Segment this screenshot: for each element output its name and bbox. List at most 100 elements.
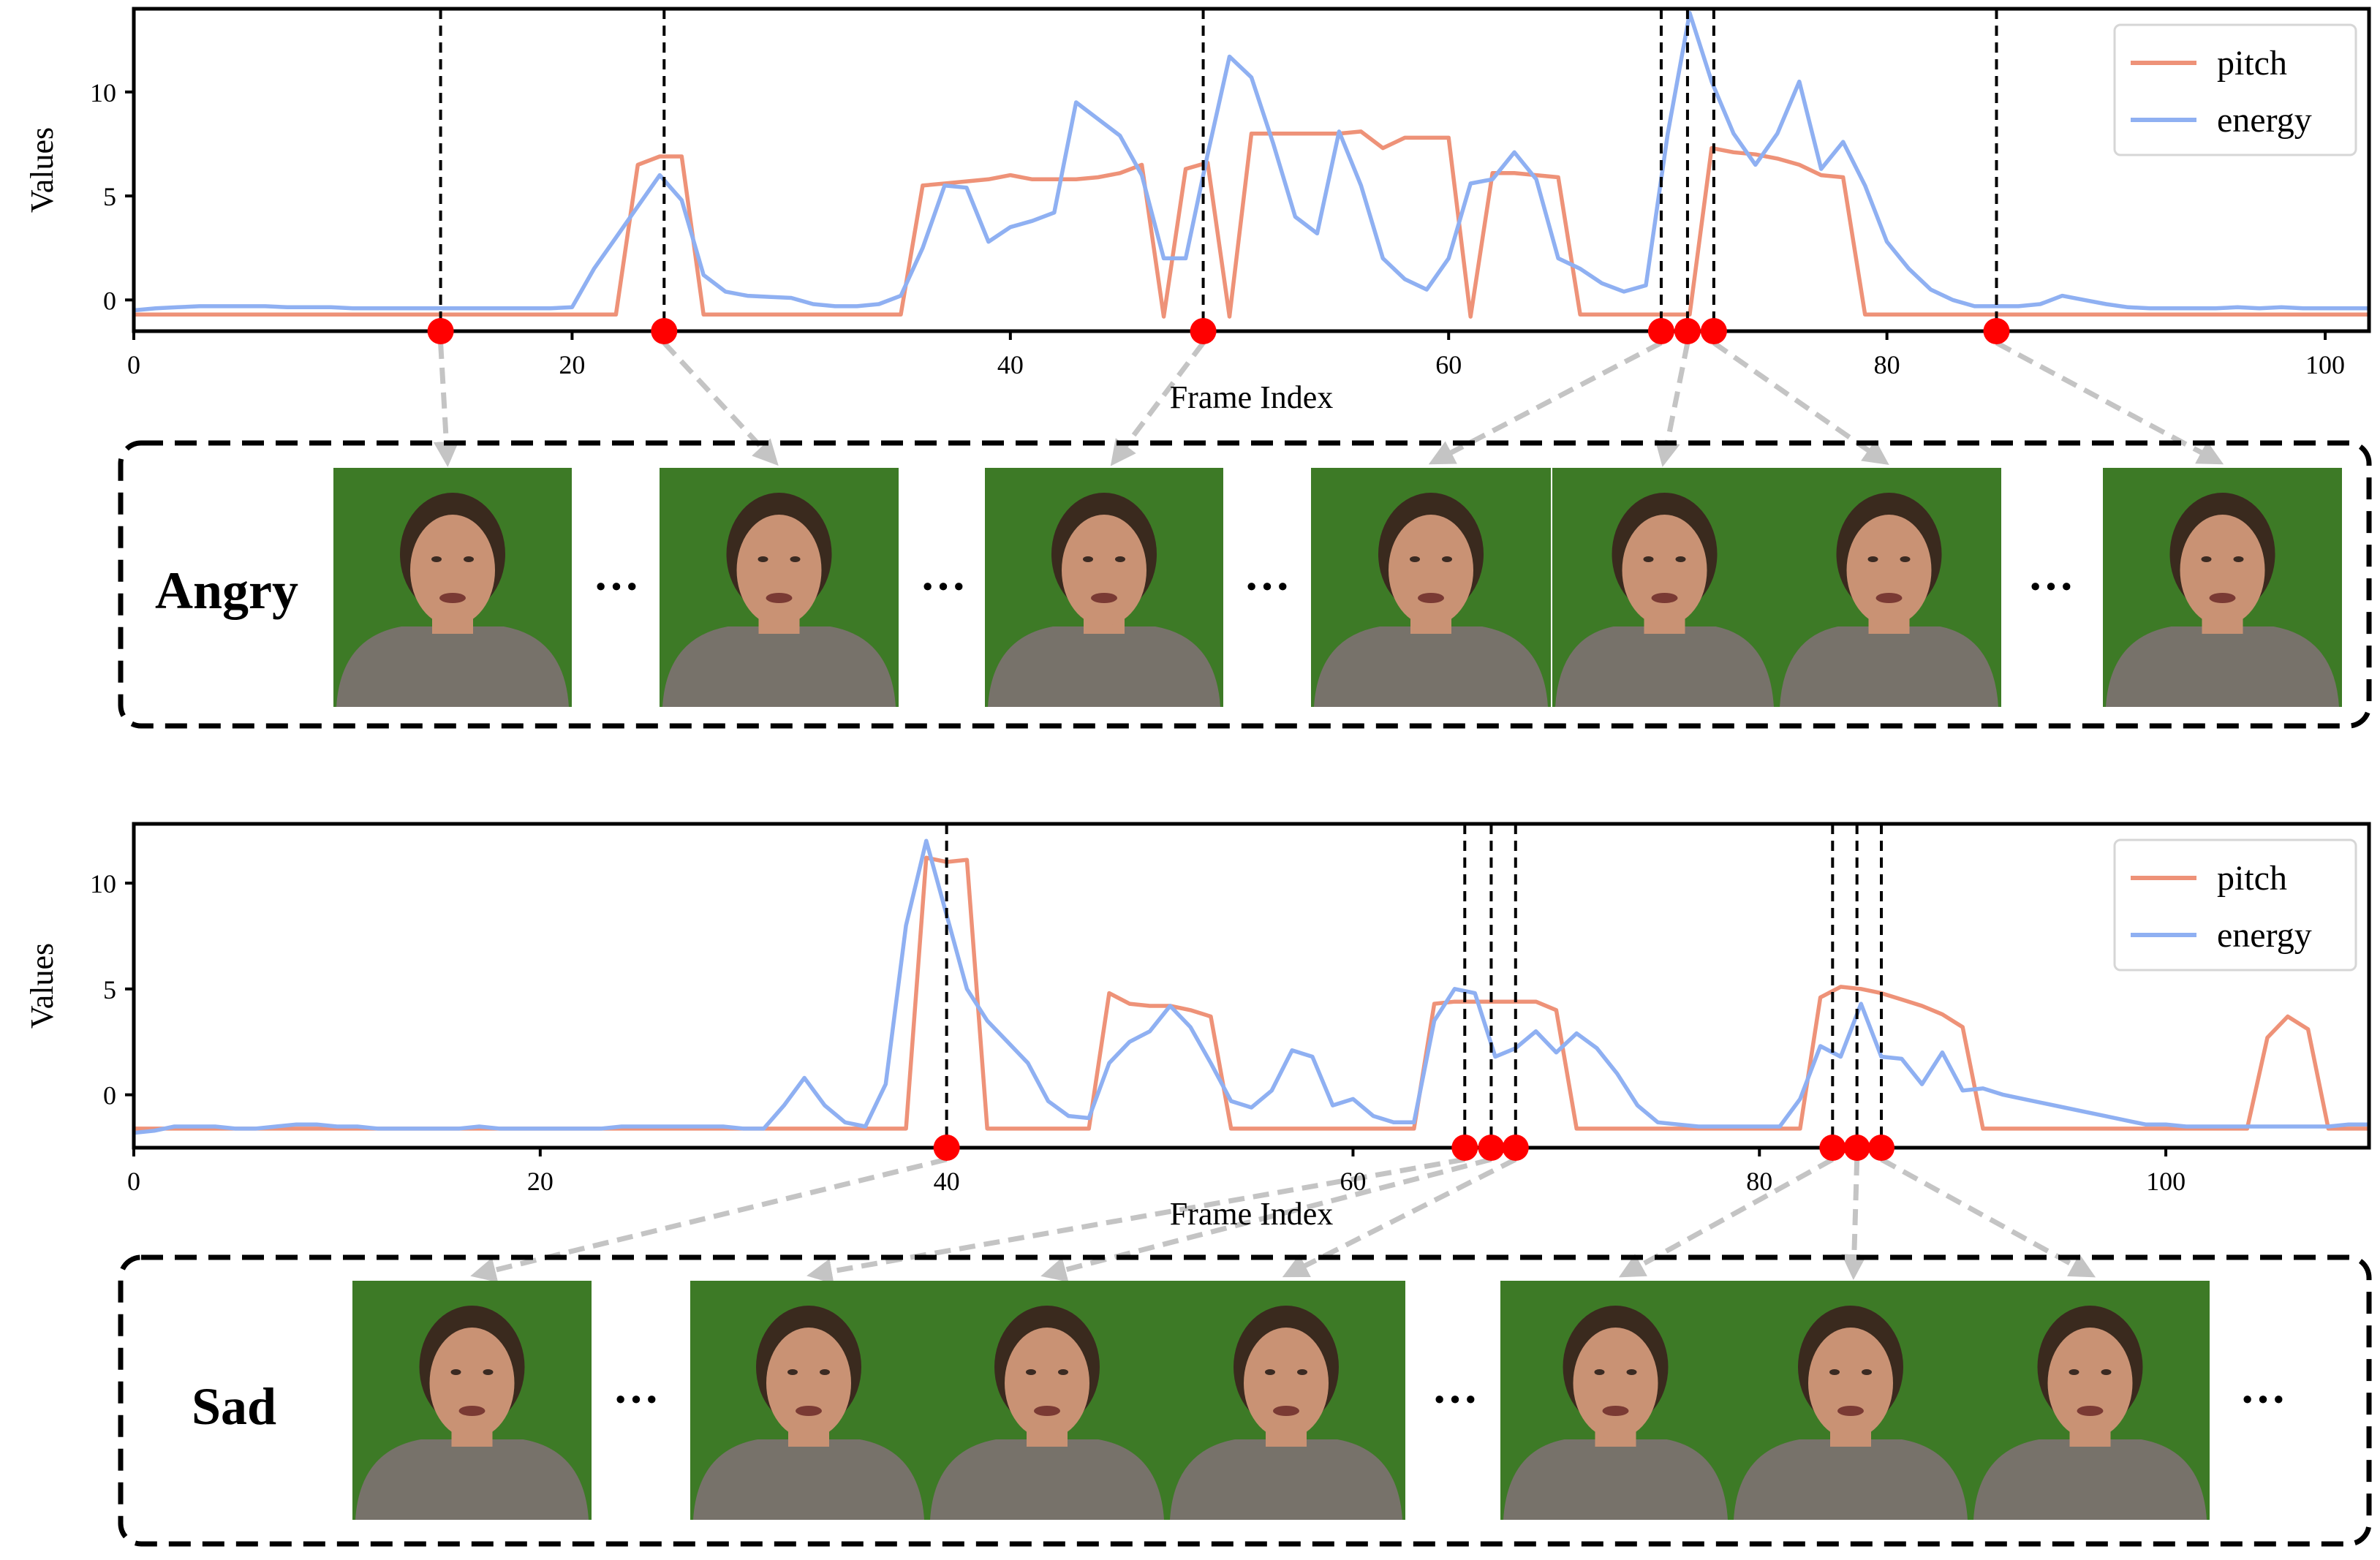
marker-dot (1190, 318, 1217, 344)
y-tick-label: 5 (103, 975, 116, 1004)
pitch-legend-label: pitch (2217, 44, 2287, 83)
face (429, 1328, 515, 1439)
video-frame (660, 468, 899, 707)
right-eye (1115, 556, 1125, 562)
left-eye (1594, 1369, 1605, 1375)
mouth (1602, 1406, 1629, 1416)
left-eye (2069, 1369, 2079, 1375)
plot-frame (132, 7, 2371, 333)
angry-panel-border (118, 440, 2372, 729)
legend: pitch energy (2113, 838, 2357, 972)
marker-dot (1647, 318, 1674, 344)
ellipsis: ··· (593, 561, 640, 613)
right-eye (464, 556, 474, 562)
x-tick-label: 0 (127, 1167, 140, 1196)
video-frame (1552, 468, 1777, 707)
left-eye (450, 1369, 461, 1375)
face (1389, 515, 1473, 626)
shirt (1973, 1439, 2207, 1520)
angry-chart: 0 20 40 60 80 100 0 5 10 Frame Index Values pitch en… (24, 7, 2371, 415)
left-eye (1829, 1369, 1840, 1375)
face (410, 515, 495, 626)
angry-panel: Angry ··· ··· ··· ··· (118, 440, 2372, 729)
mouth (766, 593, 793, 603)
x-tick-label: 40 (934, 1167, 960, 1196)
video-frame (1311, 468, 1551, 707)
sad-chart: 0 20 40 60 80 100 0 5 10 Frame Index Values pitch en… (24, 822, 2371, 1232)
ellipsis: ··· (2028, 561, 2074, 613)
legend-box (2113, 23, 2357, 156)
right-eye (790, 556, 801, 562)
x-tick-label: 100 (2305, 350, 2345, 379)
right-eye (820, 1369, 830, 1375)
y-tick-label: 10 (90, 78, 116, 107)
face (1846, 515, 1932, 626)
mouth (458, 1406, 486, 1416)
shirt (662, 626, 896, 707)
marker-dot (1868, 1135, 1895, 1161)
energy-legend-label: energy (2217, 101, 2312, 140)
ellipsis: ··· (2240, 1374, 2286, 1425)
mouth (1837, 1406, 1864, 1416)
y-axis-label: Values (24, 127, 60, 213)
left-eye (787, 1369, 798, 1375)
right-eye (2233, 556, 2244, 562)
left-eye (431, 556, 442, 562)
x-tick-label: 60 (1435, 350, 1462, 379)
right-eye (1900, 556, 1911, 562)
marker-dot (1502, 1135, 1529, 1161)
right-eye (483, 1369, 494, 1375)
energy-legend-label: energy (2217, 916, 2312, 955)
x-tick-label: 0 (127, 350, 140, 379)
right-eye (1442, 556, 1452, 562)
mouth (1651, 593, 1678, 603)
mouth (2077, 1406, 2104, 1416)
mouth (1875, 593, 1903, 603)
right-eye (1058, 1369, 1068, 1375)
x-tick-label: 80 (1746, 1167, 1772, 1196)
right-eye (2101, 1369, 2112, 1375)
ellipsis: ··· (920, 561, 967, 613)
video-frame (1731, 1281, 1971, 1520)
face (766, 1328, 851, 1439)
shirt (355, 1439, 589, 1520)
frame-arrow (1995, 340, 2224, 465)
y-tick-label: 0 (103, 286, 116, 315)
angry-emotion-label: Angry (155, 561, 298, 620)
mouth (439, 593, 466, 603)
y-tick-label: 0 (103, 1081, 116, 1110)
left-eye (1265, 1369, 1275, 1375)
video-frame (1971, 1281, 2210, 1520)
plot-frame (132, 822, 2371, 1150)
mouth (1273, 1406, 1299, 1416)
x-axis-label: Frame Index (1170, 1196, 1334, 1232)
right-eye (1675, 556, 1686, 562)
mouth (796, 1406, 822, 1416)
x-tick-label: 20 (559, 350, 585, 379)
frame-arrow (1880, 1156, 2096, 1278)
frame-arrow (1712, 341, 1889, 465)
left-eye (1083, 556, 1093, 562)
face (1808, 1328, 1893, 1439)
face (2180, 515, 2265, 626)
frame-arrow (1841, 1159, 1867, 1280)
marker-dot (1983, 318, 2010, 344)
marker-dot (1451, 1135, 1478, 1161)
legend: pitch energy (2113, 23, 2357, 156)
shirt (693, 1439, 924, 1520)
video-frame (352, 1281, 592, 1520)
shirt (1503, 1439, 1728, 1520)
shirt (336, 626, 569, 707)
mouth (1091, 593, 1117, 603)
face (1062, 515, 1146, 626)
marker-dot (933, 1135, 960, 1161)
shirt (988, 626, 1220, 707)
video-frame (1500, 1281, 1731, 1520)
shirt (1734, 1439, 1968, 1520)
energy-line (133, 838, 2369, 1135)
marker-dot (427, 318, 454, 344)
x-tick-label: 60 (1340, 1167, 1366, 1196)
video-frame (1167, 1281, 1405, 1520)
video-frame (690, 1281, 927, 1520)
